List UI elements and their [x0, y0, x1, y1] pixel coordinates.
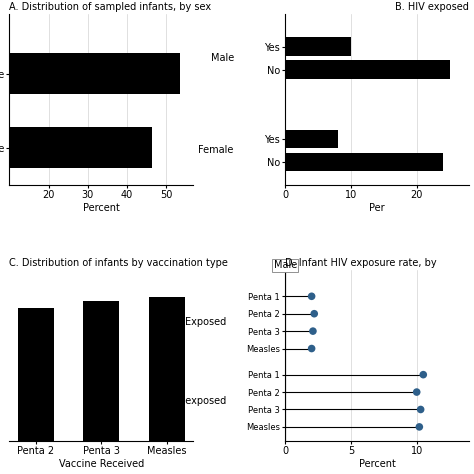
Bar: [285, 37, 351, 56]
Text: D. Infant HIV exposure rate, by: D. Infant HIV exposure rate, by: [285, 258, 437, 268]
Text: Male: Male: [273, 260, 297, 270]
Text: Female: Female: [199, 145, 234, 155]
Text: Male: Male: [210, 53, 234, 63]
Bar: [285, 129, 338, 148]
Text: Exposed: Exposed: [185, 318, 227, 328]
Point: [417, 406, 424, 413]
Text: A. Distribution of sampled infants, by sex: A. Distribution of sampled infants, by s…: [9, 2, 211, 12]
X-axis label: Per: Per: [370, 203, 385, 213]
Text: Not exposed: Not exposed: [165, 396, 227, 406]
Point: [416, 423, 423, 431]
Point: [308, 345, 315, 352]
Bar: [0, 53, 180, 94]
Bar: [149, 298, 185, 441]
X-axis label: Percent: Percent: [83, 203, 120, 213]
Point: [308, 292, 315, 300]
Bar: [285, 153, 443, 171]
X-axis label: Percent: Percent: [359, 459, 396, 469]
Bar: [0, 128, 152, 168]
X-axis label: Vaccine Received: Vaccine Received: [59, 459, 144, 469]
Point: [310, 310, 318, 318]
Point: [419, 371, 427, 378]
Point: [413, 388, 420, 396]
Point: [309, 328, 317, 335]
Bar: [285, 60, 449, 79]
Bar: [83, 301, 119, 441]
Text: C. Distribution of infants by vaccination type: C. Distribution of infants by vaccinatio…: [9, 258, 228, 268]
Bar: [18, 308, 54, 441]
Text: B. HIV exposed: B. HIV exposed: [395, 2, 469, 12]
